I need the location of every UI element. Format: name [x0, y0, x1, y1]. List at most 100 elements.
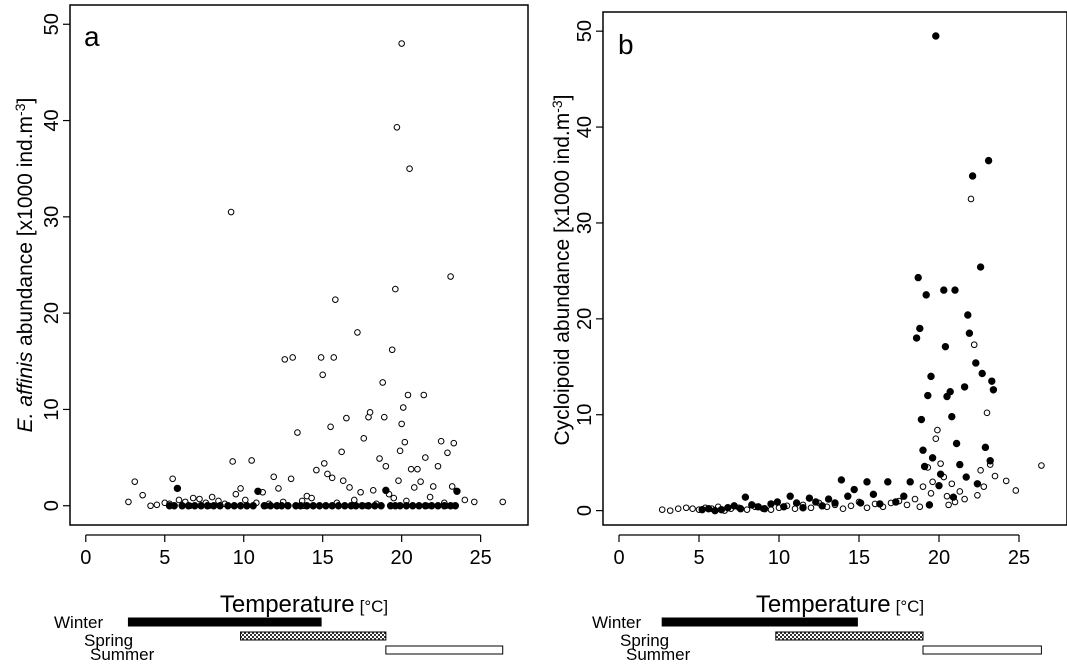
x-axis-title: Temperature [°C]: [220, 591, 388, 618]
data-point-open: [422, 454, 429, 461]
data-point-filled: [230, 502, 238, 510]
data-point-filled: [754, 503, 762, 511]
data-point-filled: [377, 502, 385, 510]
data-point-open: [332, 296, 339, 303]
data-point-filled: [453, 487, 461, 495]
data-point-open: [379, 379, 387, 386]
data-point-filled: [371, 502, 379, 510]
data-point-filled: [960, 383, 969, 391]
panel-label: b: [618, 29, 634, 60]
x-title-unit: [°C]: [360, 597, 389, 616]
data-point-open: [366, 409, 374, 416]
data-point-open: [961, 495, 968, 503]
x-tick-label: 20: [928, 547, 950, 569]
data-point-filled: [892, 498, 900, 506]
season-label-winter: Winter: [592, 613, 641, 632]
data-point-filled: [358, 502, 366, 510]
data-point-filled: [224, 502, 232, 510]
data-point-open: [956, 488, 964, 495]
data-point-filled: [972, 359, 980, 367]
data-point-filled: [243, 502, 251, 510]
data-point-filled: [824, 495, 833, 503]
data-point-filled: [932, 32, 940, 40]
data-point-open: [948, 480, 956, 488]
data-point-filled: [730, 502, 738, 510]
data-point-open: [682, 504, 690, 512]
data-point-filled: [831, 499, 839, 507]
chart-panel-a: a 0 10 20 30 40 50 0 5 10 15 20 25 E. affinis abun…: [12, 4, 529, 664]
data-point-filled: [396, 502, 404, 510]
data-point-open: [417, 478, 424, 485]
y-axis: 0 10 20 30 40 50: [41, 13, 70, 511]
y-tick-label: 0: [41, 500, 63, 511]
x-tick-label: 20: [391, 547, 413, 569]
data-point-open: [287, 475, 295, 483]
data-point-filled: [173, 484, 182, 493]
data-point-open: [275, 485, 282, 492]
y-tick-label: 40: [41, 109, 63, 131]
data-point-filled: [415, 502, 423, 510]
y-axis: 0 10 20 30 40 50: [574, 20, 603, 516]
data-point-filled: [986, 457, 994, 465]
data-point-filled: [965, 329, 974, 337]
data-point-open: [401, 438, 409, 446]
data-point-filled: [916, 324, 924, 333]
season-label-summer: Summer: [90, 645, 155, 664]
data-point-open: [390, 494, 398, 502]
data-point-open: [1002, 477, 1010, 485]
data-point-open: [404, 391, 412, 399]
data-point-filled: [928, 454, 937, 462]
y-title-species: E. affinis: [14, 351, 37, 432]
data-point-open: [980, 483, 988, 490]
x-tick-label: 25: [469, 547, 491, 569]
data-point-open: [382, 462, 390, 470]
data-point-filled: [451, 502, 460, 510]
data-point-open: [420, 391, 428, 399]
data-point-open: [767, 506, 775, 513]
data-point-open: [934, 426, 941, 434]
data-point-filled: [254, 487, 262, 495]
data-point-open: [346, 484, 353, 491]
season-label-winter: Winter: [54, 613, 103, 632]
data-point-open: [426, 493, 434, 501]
data-point-open: [450, 439, 458, 447]
data-point-filled: [925, 501, 934, 509]
data-point-open: [919, 483, 927, 490]
data-point-open: [153, 501, 161, 509]
y-tick-label: 50: [574, 20, 596, 42]
data-point-filled: [296, 502, 305, 510]
data-point-open: [471, 498, 478, 506]
data-point-filled: [900, 492, 908, 500]
data-point-filled: [786, 492, 794, 500]
data-point-open: [666, 507, 674, 514]
x-tick-label: 0: [80, 547, 91, 569]
data-point-filled: [748, 501, 756, 509]
data-point-filled: [912, 334, 921, 342]
data-point-open: [294, 429, 301, 436]
x-title-text: Temperature: [756, 591, 891, 618]
data-point-open: [1038, 462, 1045, 469]
data-point-open: [937, 460, 944, 467]
data-point-open: [339, 477, 347, 485]
data-point-open: [863, 504, 871, 512]
data-point-filled: [260, 502, 268, 510]
data-point-filled: [884, 478, 892, 486]
data-point-filled: [780, 503, 788, 511]
data-point-open: [970, 341, 978, 349]
data-point-open: [317, 354, 325, 361]
y-tick-label: 10: [41, 398, 63, 420]
data-point-open: [308, 494, 315, 502]
x-tick-label: 5: [159, 547, 170, 569]
data-point-filled: [440, 502, 448, 510]
data-point-open: [903, 501, 911, 509]
data-point-open: [330, 354, 338, 361]
data-point-filled: [981, 443, 990, 452]
x-title-unit: [°C]: [896, 597, 925, 616]
data-point-open: [229, 458, 236, 465]
data-point-filled: [249, 502, 257, 510]
data-point-filled: [844, 492, 852, 500]
data-point-filled: [203, 502, 212, 510]
data-point-open: [380, 413, 388, 421]
